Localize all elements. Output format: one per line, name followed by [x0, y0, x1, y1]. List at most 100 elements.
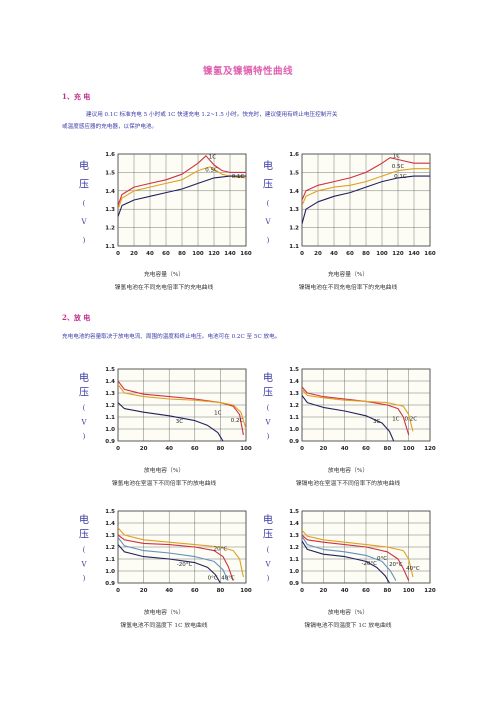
y-tick-label: 1.5 [289, 367, 299, 373]
y-axis-label-char: ) [83, 433, 86, 441]
x-tick-label: 140 [224, 251, 236, 257]
y-tick-label: 1.4 [289, 379, 299, 385]
y-axis-label-char: 压 [79, 528, 89, 540]
series-label: 0.2C [231, 418, 244, 424]
y-tick-label: 1.3 [105, 207, 115, 213]
y-tick-label: 1.3 [289, 207, 299, 213]
x-tick-label: 20 [320, 446, 328, 452]
y-axis-label-char: 压 [79, 386, 89, 398]
chart-svg: 电压 (V) 0 20 40 60 80 100 120 140 160 1.1 1.2 1.3 1.4 1.… [263, 152, 436, 257]
caption-chart-1: 镍氢电池在不同充电倍率下的充电曲线 [114, 285, 214, 291]
y-tick-label: 1.0 [289, 569, 299, 575]
series-label: 0.1C [232, 174, 245, 180]
series-line [118, 544, 221, 583]
y-axis-label-char: V [264, 218, 271, 226]
series-line [302, 535, 397, 581]
y-axis-label-char: ( [83, 546, 86, 554]
xlabel-chart-2: 充电容量（%） [327, 272, 369, 278]
y-tick-label: 1.0 [105, 427, 115, 433]
x-tick-label: 20 [314, 251, 322, 257]
series-line [302, 529, 414, 578]
y-tick-label: 1.1 [289, 557, 299, 563]
series-label: 1C [393, 154, 400, 160]
series-label: 3C [373, 419, 380, 425]
series-line [118, 402, 224, 441]
y-tick-label: 1.2 [105, 545, 115, 551]
series-line [118, 537, 229, 581]
y-axis-label-char: 电 [263, 159, 273, 172]
caption-chart-5: 镍氢电池不同温度下 1C 放电曲线 [120, 623, 208, 629]
series-label: 1C [209, 155, 216, 161]
y-axis-label-char: 压 [263, 386, 273, 398]
x-tick-label: 80 [384, 588, 392, 594]
charge-paragraph-line2: 或温度感应器的充电器，以保护电池。 [62, 124, 158, 130]
y-tick-label: 1.4 [105, 521, 115, 527]
y-axis-label-char: ( [267, 200, 270, 208]
x-tick-label: 40 [165, 446, 173, 452]
chart-svg: 电压 (V) 0 20 40 60 80 100 0.9 1.0 1.1 1.2 1.3 1.4 1.5 3C… [79, 367, 252, 452]
x-tick-label: 80 [178, 251, 186, 257]
x-tick-label: 80 [384, 446, 392, 452]
series-label: 0°C [377, 556, 387, 562]
series-label: 3C [176, 419, 183, 425]
y-axis-label-char: ( [83, 200, 86, 208]
series-label: 1C [392, 417, 399, 423]
y-tick-label: 1.1 [289, 415, 299, 421]
series-label: 20°C [214, 547, 228, 553]
series-line [302, 540, 390, 583]
y-tick-label: 1.1 [105, 415, 115, 421]
y-axis-label-char: 电 [263, 513, 273, 526]
series-label: -20°C [361, 561, 377, 567]
caption-chart-3: 镍氢电池在室温下不同倍率下的放电曲线 [111, 481, 217, 487]
series-label: 0°C [208, 575, 218, 581]
series-label: 0.5C [205, 167, 218, 173]
series-line [118, 534, 234, 581]
y-tick-label: 1.1 [105, 244, 115, 250]
y-axis-label-char: 电 [263, 371, 273, 384]
x-tick-label: 160 [240, 251, 252, 257]
series-line [118, 166, 246, 210]
y-tick-label: 1.2 [105, 403, 115, 409]
x-tick-label: 100 [192, 251, 204, 257]
x-tick-label: 160 [424, 251, 436, 257]
chart-nimh-discharge-temp: 电压 (V) 0 20 40 60 80 100 0.9 1.0 1.1 1.2 1.3 1.4 1.5 20… [74, 507, 254, 597]
x-tick-label: 80 [217, 446, 225, 452]
y-axis-label-char: ) [267, 575, 270, 583]
y-axis-label-char: 压 [79, 178, 89, 190]
caption-chart-6: 镍镉电池不同温度下 1C 放电曲线 [304, 623, 392, 629]
x-tick-label: 20 [130, 251, 138, 257]
y-tick-label: 1.2 [289, 403, 299, 409]
series-line [118, 175, 246, 217]
series-line [118, 380, 244, 436]
y-tick-label: 1.0 [105, 569, 115, 575]
caption-chart-4: 镍镉电池在室温下不同倍率下的放电曲线 [295, 481, 401, 487]
x-tick-label: 80 [217, 588, 225, 594]
x-tick-label: 0 [300, 446, 304, 452]
y-tick-label: 1.5 [289, 170, 299, 176]
chart-svg: 电压 (V) 0 20 40 60 80 100 120 140 160 1.1 1.2 1.3 1.4 1.… [79, 152, 252, 257]
y-tick-label: 1.3 [289, 391, 299, 397]
y-tick-label: 1.2 [289, 226, 299, 232]
y-axis-label-char: ( [83, 404, 86, 412]
series-label: 20°C [389, 562, 403, 568]
y-axis-label-char: V [80, 418, 87, 426]
chart-nicd-discharge-temp: 电压 (V) 0 20 40 60 80 100 120 0.9 1.0 1.1 1.2 1.3 1.4 1.… [258, 507, 438, 597]
series-label: 40°C [221, 575, 235, 581]
x-tick-label: 120 [424, 588, 436, 594]
y-tick-label: 1.6 [289, 152, 299, 158]
y-tick-label: 0.9 [105, 581, 115, 587]
x-tick-label: 100 [240, 446, 252, 452]
y-tick-label: 1.2 [289, 545, 299, 551]
charge-paragraph-line1: 建议用 0.1C 标准充电 5 小时或 1C 快速充电 1.2~1.5 小时。快… [86, 112, 338, 118]
y-axis-label-char: 压 [263, 178, 273, 190]
section-heading-charge: 1、充 电 [62, 92, 91, 101]
y-axis-label-char: V [264, 418, 271, 426]
x-tick-label: 0 [300, 251, 304, 257]
x-tick-label: 60 [362, 588, 370, 594]
y-tick-label: 1.1 [105, 557, 115, 563]
y-axis-label-char: 电 [79, 371, 89, 384]
y-tick-label: 1.3 [105, 391, 115, 397]
x-tick-label: 0 [116, 446, 120, 452]
series-line [302, 168, 430, 206]
x-tick-label: 140 [408, 251, 420, 257]
